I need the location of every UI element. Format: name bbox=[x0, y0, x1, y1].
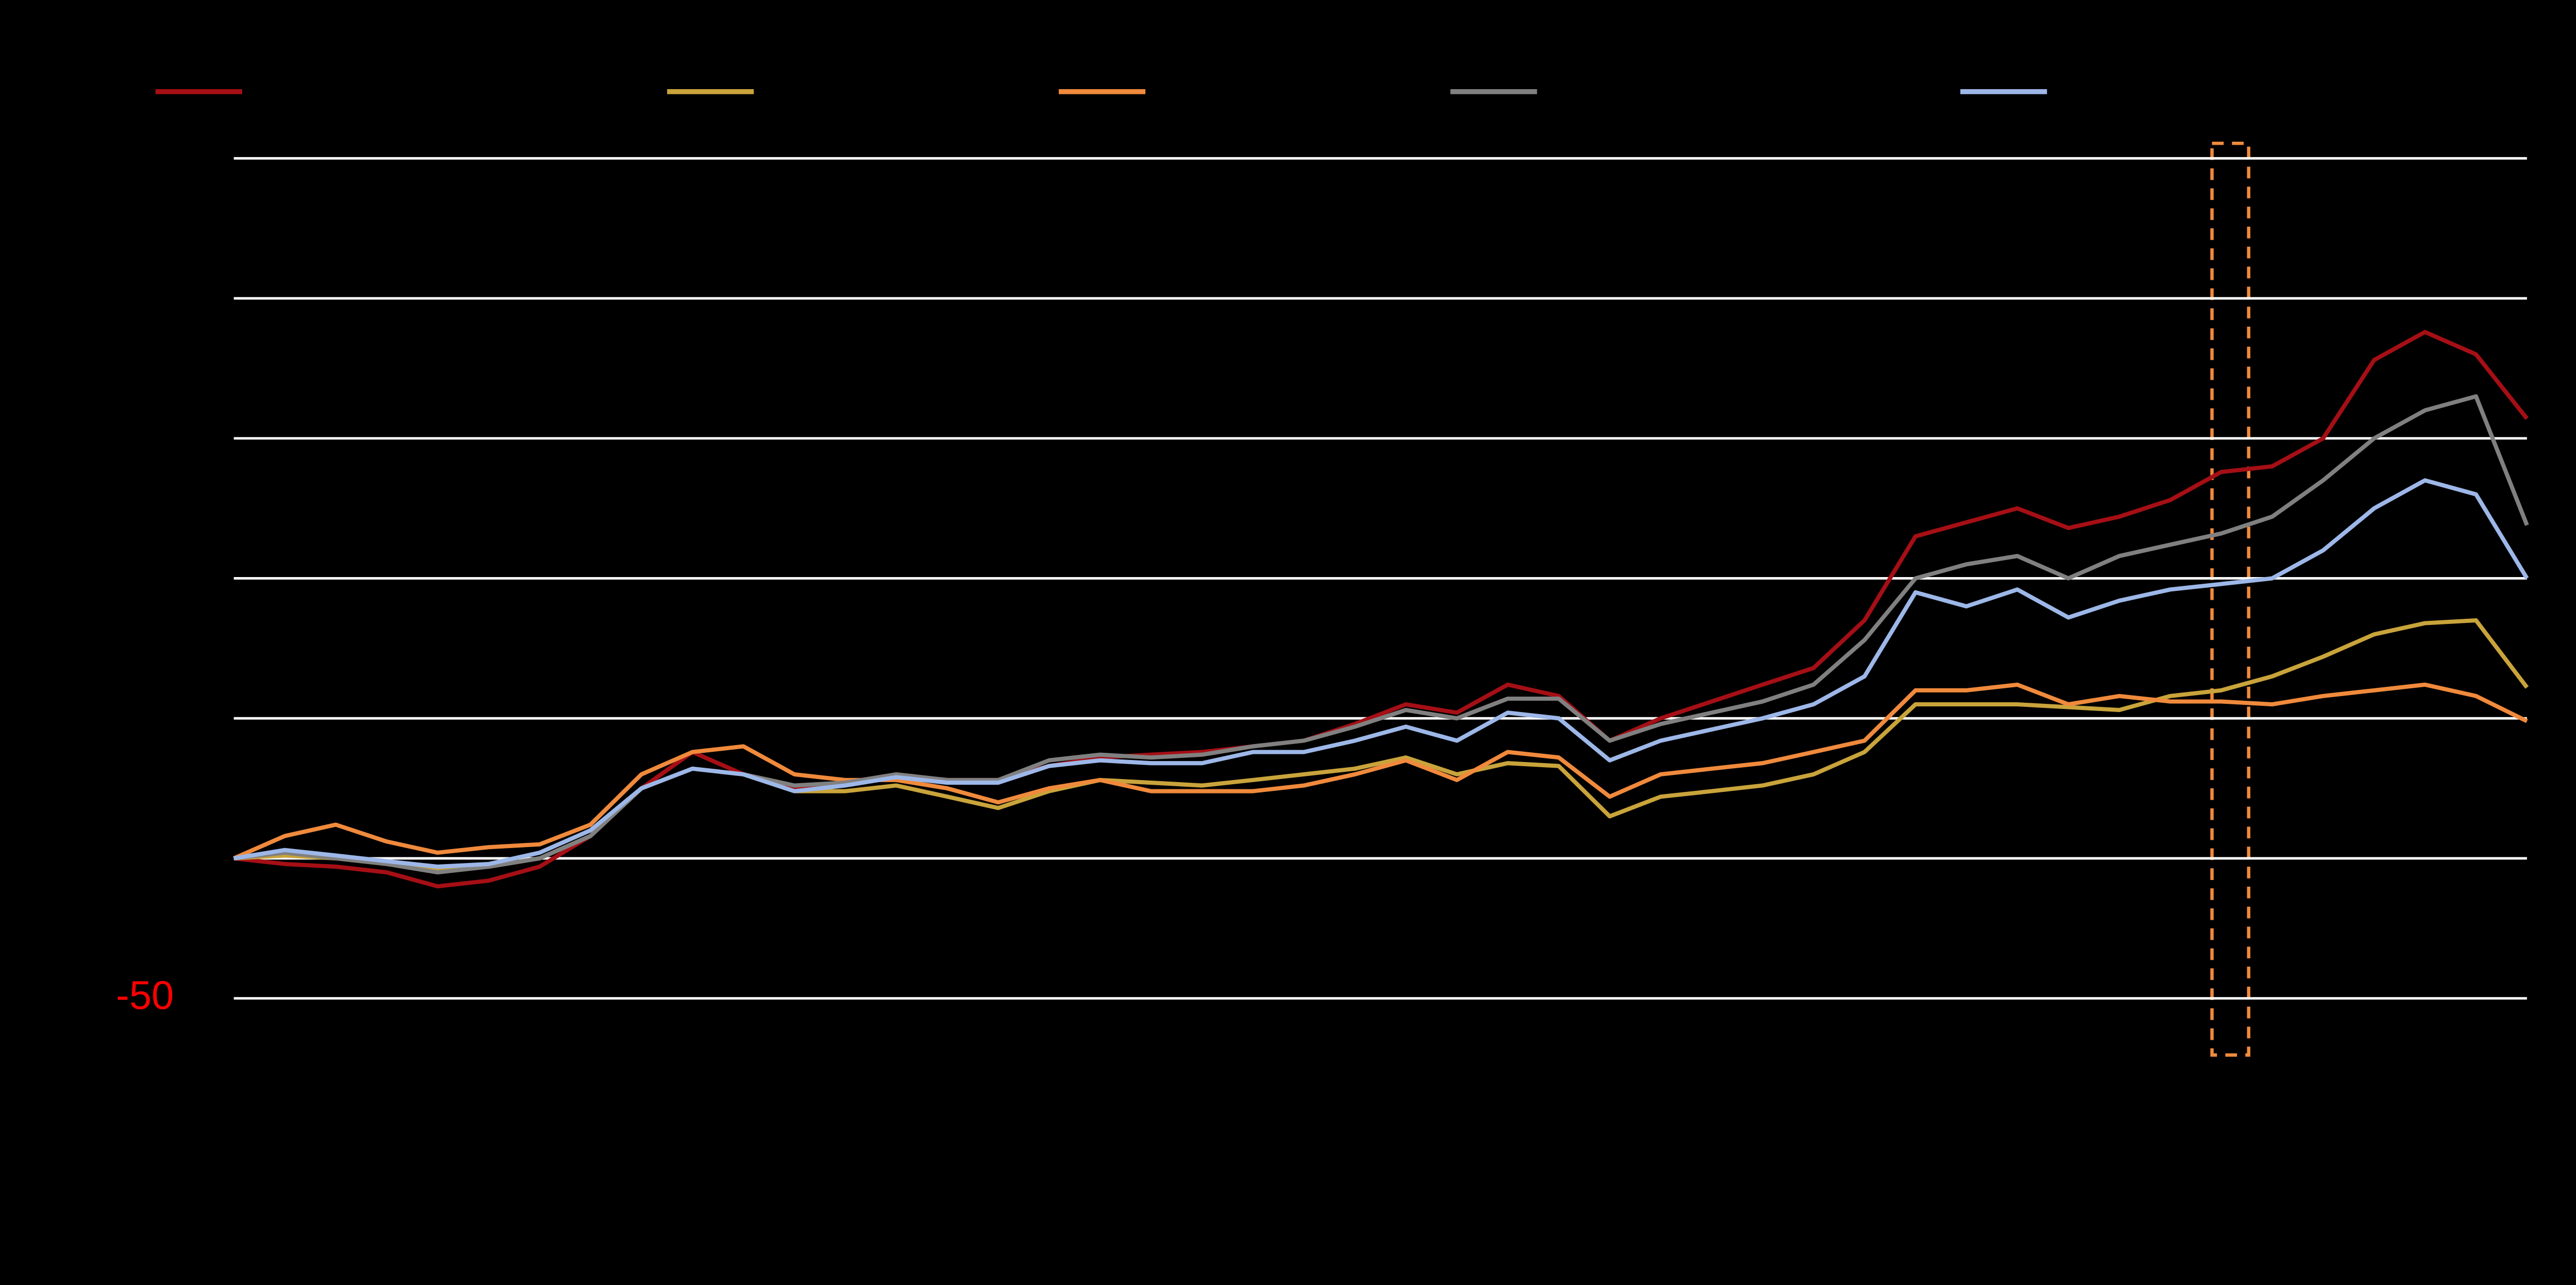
series-line bbox=[233, 394, 2529, 875]
y-tick-label: 200 bbox=[107, 274, 174, 318]
y-tick-label: 0 bbox=[151, 833, 174, 877]
y-tick-label: 150 bbox=[107, 413, 174, 458]
highlight-box bbox=[2210, 141, 2250, 1057]
series-line bbox=[233, 478, 2529, 869]
y-tick-label: 50 bbox=[129, 694, 174, 738]
y-tick-label: -50 bbox=[116, 973, 174, 1018]
series-line bbox=[233, 682, 2528, 860]
y-tick-label: 100 bbox=[107, 553, 174, 598]
y-tick-label: 250 bbox=[107, 133, 174, 178]
